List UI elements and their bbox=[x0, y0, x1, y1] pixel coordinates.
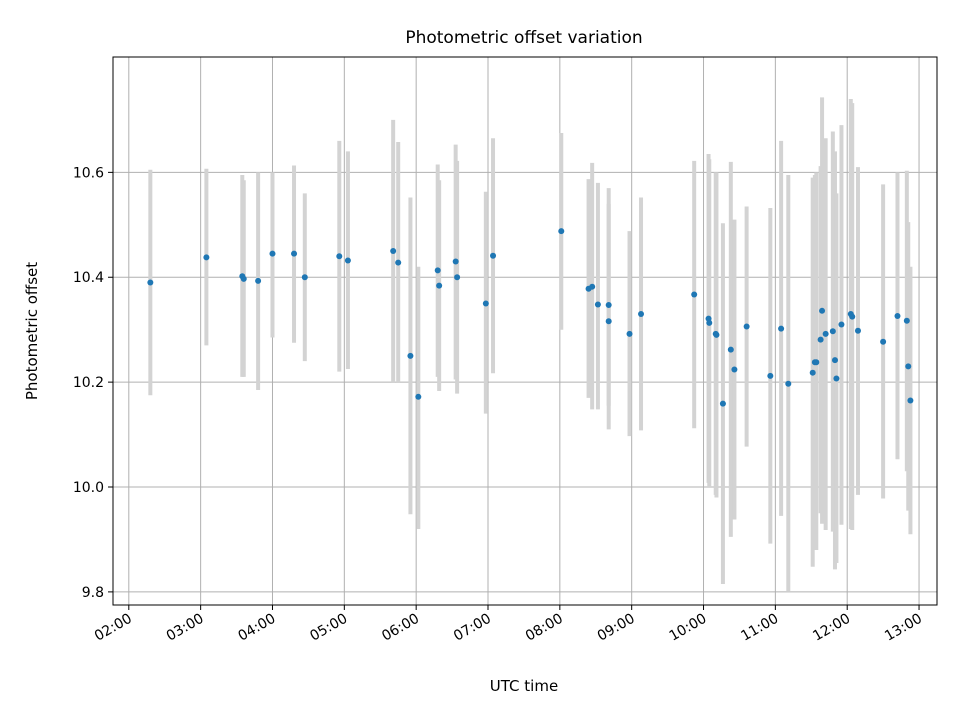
grid bbox=[113, 57, 937, 605]
data-point bbox=[706, 319, 713, 326]
data-point bbox=[731, 366, 738, 373]
data-point bbox=[819, 307, 826, 314]
data-point bbox=[778, 325, 785, 332]
data-point bbox=[594, 301, 601, 308]
data-point bbox=[269, 250, 276, 257]
data-point bbox=[344, 257, 351, 264]
chart-title: Photometric offset variation bbox=[405, 28, 642, 48]
data-point bbox=[434, 267, 441, 274]
data-point bbox=[903, 317, 910, 324]
y-tick-label: 10.6 bbox=[73, 165, 104, 181]
data-point bbox=[894, 313, 901, 320]
y-tick-label: 9.8 bbox=[82, 585, 104, 601]
data-point bbox=[691, 291, 698, 298]
data-point bbox=[831, 357, 838, 364]
data-point bbox=[785, 380, 792, 387]
data-point bbox=[454, 274, 461, 281]
data-point bbox=[727, 346, 734, 353]
data-point bbox=[713, 331, 720, 338]
data-point bbox=[558, 228, 565, 235]
data-points bbox=[147, 228, 914, 407]
data-point bbox=[907, 397, 914, 404]
data-point bbox=[301, 274, 308, 281]
data-point bbox=[147, 279, 154, 286]
plot-frame bbox=[112, 56, 938, 606]
data-point bbox=[854, 327, 861, 334]
data-point bbox=[880, 338, 887, 345]
data-point bbox=[336, 253, 343, 260]
y-axis-label: Photometric offset bbox=[23, 262, 41, 400]
x-axis-label: UTC time bbox=[490, 677, 558, 695]
data-point bbox=[905, 363, 912, 370]
data-point bbox=[605, 302, 612, 309]
data-point bbox=[838, 321, 845, 328]
y-tick-label: 10.2 bbox=[73, 375, 104, 391]
data-point bbox=[203, 254, 210, 261]
data-point bbox=[452, 258, 459, 265]
data-point bbox=[436, 282, 443, 289]
data-point bbox=[490, 252, 497, 259]
data-point bbox=[743, 323, 750, 330]
data-point bbox=[829, 328, 836, 335]
data-point bbox=[482, 300, 489, 307]
data-point bbox=[605, 318, 612, 325]
data-point bbox=[390, 248, 397, 255]
data-point bbox=[415, 393, 422, 400]
y-tick-label: 10.0 bbox=[73, 480, 104, 496]
data-point bbox=[817, 336, 824, 343]
data-point bbox=[255, 277, 262, 284]
data-point bbox=[291, 250, 298, 257]
data-point bbox=[407, 352, 414, 359]
data-point bbox=[822, 330, 829, 337]
data-point bbox=[626, 330, 633, 337]
data-point bbox=[849, 313, 856, 320]
data-point bbox=[240, 275, 247, 282]
data-point bbox=[809, 369, 816, 376]
data-point bbox=[813, 359, 820, 366]
data-point bbox=[833, 375, 840, 382]
data-point bbox=[767, 372, 774, 379]
y-tick-label: 10.4 bbox=[73, 270, 104, 286]
data-point bbox=[589, 283, 596, 290]
data-point bbox=[638, 310, 645, 317]
data-point bbox=[395, 259, 402, 266]
data-point bbox=[719, 400, 726, 407]
